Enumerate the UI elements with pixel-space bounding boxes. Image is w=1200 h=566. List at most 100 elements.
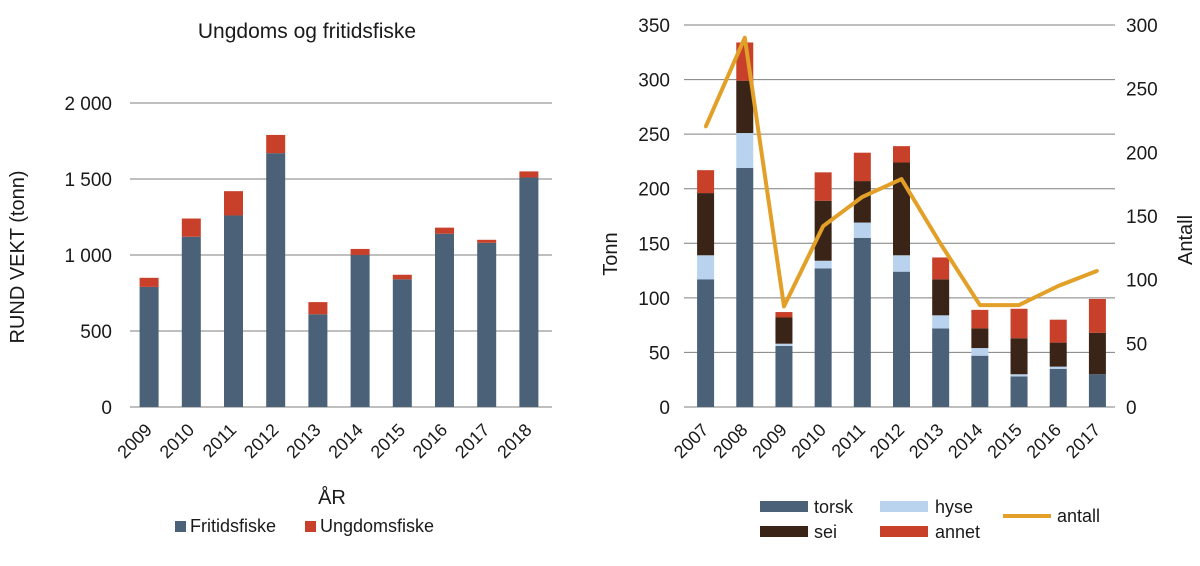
bar-fritidsfiske-2013	[308, 314, 328, 407]
bar-hyse-2012	[893, 255, 910, 272]
point-antall-2013	[939, 242, 943, 246]
bar-torsk-2013	[932, 328, 950, 407]
right-y2-tick-label: 150	[1126, 207, 1158, 228]
bar-sei-2007	[697, 193, 715, 256]
point-antall-2014	[978, 303, 982, 307]
bar-sei-2010	[814, 200, 832, 261]
bar-hyse-2009	[775, 343, 793, 346]
legend-label-ungdomsfiske: Ungdomsfiske	[320, 516, 434, 536]
right-y-tick-label: 150	[638, 234, 670, 255]
left-x-tick-label: 2016	[409, 420, 451, 462]
legend-swatch-sei	[760, 526, 808, 537]
bar-torsk-2012	[893, 271, 910, 407]
bar-hyse-2015	[1010, 374, 1028, 377]
right-y2-tick-label: 250	[1126, 80, 1158, 101]
bar-hyse-2014	[971, 348, 989, 356]
legend-label-antall: antall	[1057, 506, 1100, 526]
left-x-tick-label: 2009	[113, 420, 155, 462]
right-x-tick-label: 2014	[944, 420, 986, 462]
bar-ungdomsfiske-2015	[392, 274, 412, 280]
bar-fritidsfiske-2009	[139, 286, 159, 407]
right-y2-tick-label: 100	[1126, 271, 1158, 292]
bar-torsk-2015	[1010, 376, 1028, 407]
point-antall-2011	[860, 195, 864, 199]
right-y-tick-label: 300	[638, 71, 670, 92]
bar-ungdomsfiske-2013	[308, 302, 328, 315]
bar-annet-2014	[971, 309, 989, 329]
bar-annet-2011	[853, 152, 871, 182]
right-x-tick-label: 2011	[828, 420, 870, 462]
bar-torsk-2011	[853, 237, 871, 407]
legend-swatch-torsk	[760, 501, 808, 512]
legend-swatch-ungdomsfiske	[305, 521, 316, 532]
bar-hyse-2016	[1049, 366, 1067, 369]
bar-annet-2007	[697, 170, 715, 194]
left-x-tick-label: 2017	[451, 420, 493, 462]
bar-annet-2013	[932, 257, 950, 280]
bar-fritidsfiske-2017	[477, 242, 497, 407]
bar-ungdomsfiske-2016	[435, 227, 454, 234]
left-y-tick-label: 1 000	[64, 246, 112, 267]
right-x-tick-label: 2017	[1062, 420, 1104, 462]
bar-hyse-2010	[814, 260, 832, 269]
right-y2-tick-label: 0	[1126, 398, 1137, 419]
bar-torsk-2009	[775, 345, 793, 407]
bar-sei-2016	[1049, 342, 1067, 367]
bar-sei-2013	[932, 279, 950, 316]
legend-label-hyse: hyse	[935, 497, 973, 517]
legend-label-torsk: torsk	[814, 497, 854, 517]
bar-fritidsfiske-2018	[519, 177, 539, 407]
right-y-tick-label: 200	[638, 180, 670, 201]
legend-swatch-hyse	[880, 501, 928, 512]
bar-fritidsfiske-2011	[224, 215, 243, 407]
point-antall-2007	[704, 125, 708, 129]
left-x-tick-label: 2010	[156, 420, 198, 462]
bar-ungdomsfiske-2009	[139, 277, 159, 287]
right-y-tick-label: 100	[638, 289, 670, 310]
bar-torsk-2014	[971, 355, 989, 407]
left-x-tick-label: 2018	[493, 420, 535, 462]
bar-hyse-2007	[697, 255, 715, 280]
right-x-tick-label: 2012	[866, 420, 908, 462]
bar-ungdomsfiske-2012	[266, 134, 286, 154]
bar-sei-2014	[971, 328, 989, 349]
right-y2-tick-label: 200	[1126, 143, 1158, 164]
bar-torsk-2017	[1088, 374, 1106, 407]
bar-sei-2011	[853, 181, 871, 223]
left-x-tick-label: 2015	[367, 420, 409, 462]
legend-label-annet: annet	[935, 522, 980, 542]
point-antall-2016	[1056, 284, 1060, 288]
left-x-tick-label: 2011	[199, 420, 241, 462]
right-x-tick-label: 2008	[709, 420, 751, 462]
right-y2-tick-label: 50	[1126, 334, 1147, 355]
bar-annet-2015	[1010, 308, 1028, 339]
right-y-tick-label: 350	[638, 16, 670, 37]
right-x-tick-label: 2010	[788, 420, 830, 462]
point-antall-2008	[743, 36, 747, 40]
bar-fritidsfiske-2010	[181, 236, 201, 407]
right-y-axis-label: Tonn	[600, 232, 622, 275]
point-antall-2010	[821, 224, 825, 228]
bar-annet-2009	[775, 312, 793, 318]
bar-torsk-2010	[814, 268, 832, 407]
bar-sei-2012	[893, 162, 910, 256]
left-y-tick-label: 2 000	[64, 94, 112, 115]
left-x-axis-label: ÅR	[318, 486, 346, 509]
bar-sei-2015	[1010, 338, 1028, 375]
right-x-tick-label: 2009	[748, 420, 790, 462]
bar-sei-2017	[1088, 332, 1106, 375]
right-x-tick-label: 2013	[905, 420, 947, 462]
bar-torsk-2007	[697, 279, 715, 407]
bar-fritidsfiske-2012	[266, 153, 286, 407]
right-y-tick-label: 250	[638, 125, 670, 146]
bar-torsk-2008	[736, 167, 754, 407]
legend-label-sei: sei	[814, 522, 837, 542]
bar-hyse-2011	[853, 222, 871, 238]
left-x-tick-label: 2012	[240, 420, 282, 462]
left-y-tick-label: 500	[80, 322, 112, 343]
right-y-tick-label: 0	[659, 398, 670, 419]
legend-swatch-annet	[880, 526, 928, 537]
point-antall-2017	[1095, 269, 1099, 273]
